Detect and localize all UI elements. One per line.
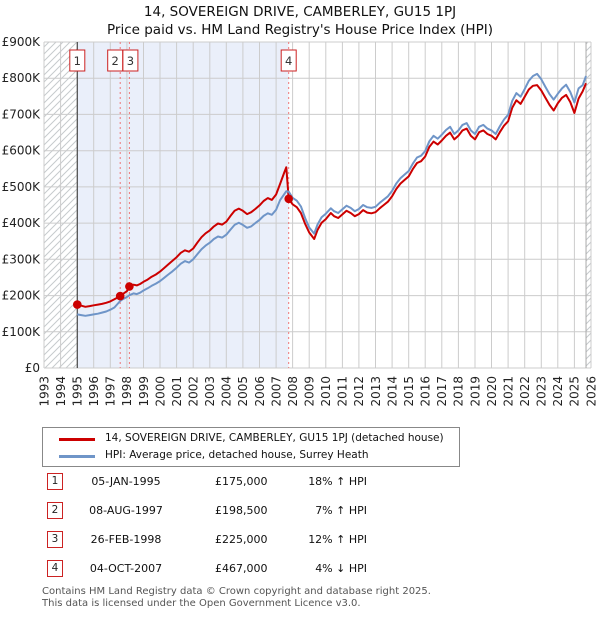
sale-number-badge: 4 [47,560,63,577]
svg-text:2012: 2012 [352,376,366,407]
sale-date: 08-AUG-1997 [89,504,163,517]
sale-number-badge: 2 [47,502,63,519]
hpi-line [77,72,587,317]
svg-text:2015: 2015 [402,376,416,407]
svg-text:1993: 1993 [37,376,51,407]
sale-number-badge: 3 [47,531,63,548]
price-chart: 1 2 3 4 £0 £100K £200K £300K £400K £500K £600K £700… [2,35,599,407]
svg-text:2018: 2018 [452,376,466,407]
sale-price: £175,000 [215,475,268,488]
svg-text:£300K: £300K [2,252,42,266]
svg-text:£700K: £700K [2,107,42,121]
svg-text:2004: 2004 [220,376,234,407]
sale-price: £467,000 [215,562,268,575]
page-subtitle: Price paid vs. HM Land Registry's House … [107,22,493,38]
svg-text:1995: 1995 [71,376,85,407]
svg-text:2024: 2024 [551,376,565,407]
footer-line-2: This data is licensed under the Open Gov… [42,597,361,609]
svg-text:2016: 2016 [419,376,433,407]
sale-hpi-delta: 18% ↑ HPI [308,475,367,488]
sale-date-lines [119,42,290,368]
svg-text:3: 3 [127,54,134,68]
legend-entry-hpi: HPI: Average price, detached house, Surr… [43,448,459,464]
svg-text:2005: 2005 [236,376,250,407]
svg-text:£800K: £800K [2,71,42,85]
sale-price: £198,500 [215,504,268,517]
sale-hpi-delta: 12% ↑ HPI [308,533,367,546]
svg-text:2: 2 [112,54,119,68]
svg-text:£600K: £600K [2,144,42,158]
price-line-swatch [59,438,95,441]
svg-text:2001: 2001 [170,376,184,407]
ownership-shade [77,42,289,368]
svg-text:2003: 2003 [203,376,217,407]
svg-text:2011: 2011 [336,376,350,407]
svg-text:2008: 2008 [286,376,300,407]
sale-date: 05-JAN-1995 [91,475,161,488]
svg-text:1999: 1999 [137,376,151,407]
sale-date: 04-OCT-2007 [89,562,163,575]
svg-text:2026: 2026 [584,376,598,407]
sale-row-4: 4 04-OCT-2007 £467,000 4% ↓ HPI [0,560,600,577]
sale-hpi-delta: 4% ↓ HPI [315,562,367,575]
copyright-footer: Contains HM Land Registry data © Crown c… [42,586,431,609]
svg-text:2002: 2002 [187,376,201,407]
footer-line-1: Contains HM Land Registry data © Crown c… [42,586,431,597]
svg-text:2014: 2014 [385,376,399,407]
svg-text:2006: 2006 [253,376,267,407]
chart-legend: 14, SOVEREIGN DRIVE, CAMBERLEY, GU15 1PJ… [42,427,460,467]
svg-text:1998: 1998 [120,376,134,407]
svg-text:£0: £0 [25,361,40,375]
legend-label-price: 14, SOVEREIGN DRIVE, CAMBERLEY, GU15 1PJ… [105,432,444,444]
svg-text:1997: 1997 [104,376,118,407]
sale-row-1: 1 05-JAN-1995 £175,000 18% ↑ HPI [0,473,600,490]
sale-price: £225,000 [215,533,268,546]
svg-text:2010: 2010 [319,376,333,407]
page-title: 14, SOVEREIGN DRIVE, CAMBERLEY, GU15 1PJ [143,4,457,20]
hpi-line-swatch [59,455,95,458]
svg-text:£900K: £900K [2,35,42,49]
svg-text:2020: 2020 [485,376,499,407]
sale-hpi-delta: 7% ↑ HPI [315,504,367,517]
svg-text:1: 1 [74,54,81,68]
svg-text:2021: 2021 [501,376,515,407]
svg-text:2022: 2022 [518,376,532,407]
svg-text:2000: 2000 [153,376,167,407]
svg-text:4: 4 [285,54,292,68]
sale-markers [73,194,294,309]
y-axis-labels: £0 £100K £200K £300K £400K £500K £600K £700K £80… [2,35,42,375]
svg-text:2025: 2025 [568,376,582,407]
svg-text:2019: 2019 [468,376,482,407]
x-axis-labels: 1993 1994 1995 1996 1997 1998 1999 2000 2001 2002… [37,376,598,407]
legend-entry-price: 14, SOVEREIGN DRIVE, CAMBERLEY, GU15 1PJ… [43,431,459,447]
sale-date: 26-FEB-1998 [90,533,162,546]
legend-label-hpi: HPI: Average price, detached house, Surr… [105,449,369,461]
svg-text:2007: 2007 [269,376,283,407]
svg-text:£100K: £100K [2,325,42,339]
no-data-hatch-right [586,42,591,368]
svg-text:1994: 1994 [54,376,68,407]
sale-row-3: 3 26-FEB-1998 £225,000 12% ↑ HPI [0,531,600,548]
svg-text:£200K: £200K [2,289,42,303]
svg-text:1996: 1996 [87,376,101,407]
svg-text:2023: 2023 [535,376,549,407]
svg-text:£400K: £400K [2,216,42,230]
svg-text:2013: 2013 [369,376,383,407]
price-paid-line [76,82,587,308]
svg-text:£500K: £500K [2,180,42,194]
sale-row-2: 2 08-AUG-1997 £198,500 7% ↑ HPI [0,502,600,519]
svg-text:2017: 2017 [435,376,449,407]
svg-text:2009: 2009 [303,376,317,407]
sale-number-badge: 1 [47,473,63,490]
